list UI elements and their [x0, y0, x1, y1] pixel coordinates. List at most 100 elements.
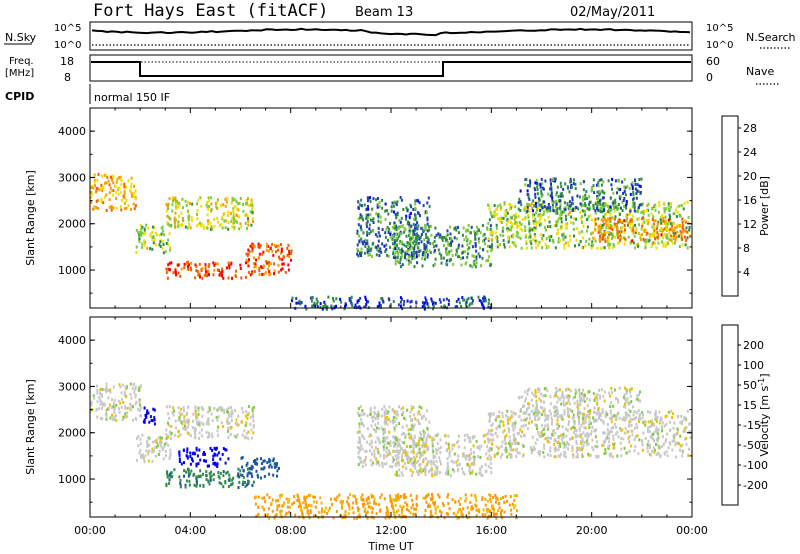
- echo-cell-6: [401, 263, 404, 267]
- echo-cell-8: [623, 231, 626, 235]
- echo-cell-5: [384, 217, 387, 221]
- echo-cell-9: [600, 183, 603, 187]
- echo-cell-6: [466, 237, 469, 241]
- echo-cell-2: [168, 197, 171, 201]
- echo-cell-5: [417, 224, 420, 228]
- echo-cell-9: [537, 430, 540, 434]
- echo-cell-10: [622, 416, 625, 420]
- echo-cell-5: [395, 226, 398, 230]
- echo-cell-5: [395, 228, 398, 232]
- echo-cell-10: [518, 395, 521, 399]
- echo-cell-7: [532, 238, 535, 242]
- echo-cell-7: [383, 405, 386, 409]
- echo-cell-8: [471, 471, 474, 475]
- echo-cell-9: [585, 433, 588, 437]
- echo-cell-8: [652, 219, 655, 223]
- echo-cell-9: [538, 203, 541, 207]
- echo-cell-10: [630, 387, 633, 391]
- echo-cell-9: [533, 447, 536, 451]
- echo-cell-9: [616, 430, 619, 434]
- echo-cell-6: [468, 246, 471, 250]
- echo-cell-4: [228, 473, 231, 477]
- echo-cell-7: [669, 222, 672, 225]
- echo-cell-0: [93, 180, 96, 184]
- echo-cell-9: [550, 416, 553, 420]
- echo-cell-3: [194, 431, 197, 435]
- echo-cell-2: [210, 207, 213, 211]
- echo-cell-7: [581, 215, 584, 219]
- echo-cell-3: [198, 436, 200, 440]
- echo-cell-8: [420, 433, 423, 437]
- echo-cell-2: [251, 210, 254, 214]
- echo-cell-8: [468, 466, 471, 470]
- echo-cell-7: [425, 437, 428, 441]
- echo-cell-7: [662, 242, 665, 246]
- echo-cell-3: [180, 407, 182, 411]
- echo-cell-10: [305, 307, 308, 311]
- echo-cell-4: [241, 483, 244, 486]
- echo-cell-0: [124, 207, 126, 211]
- echo-cell-10: [637, 409, 640, 412]
- echo-cell-8: [604, 237, 607, 241]
- echo-cell-9: [628, 187, 631, 190]
- echo-cell-5: [405, 244, 408, 248]
- echo-cell-9: [549, 178, 552, 182]
- echo-cell-9: [582, 421, 585, 425]
- echo-cell-8: [476, 446, 479, 450]
- echo-cell-7: [374, 440, 377, 444]
- echo-cell-1: [139, 442, 142, 446]
- echo-cell-2: [167, 207, 169, 210]
- echo-cell-3: [190, 268, 193, 272]
- echo-cell-0: [104, 173, 107, 177]
- echo-cell-9: [608, 208, 611, 212]
- echo-cell-9: [610, 183, 613, 187]
- echo-cell-7: [519, 236, 522, 240]
- echo-cell-4: [273, 272, 275, 276]
- echo-cell-1: [143, 232, 146, 236]
- echo-cell-9: [512, 427, 515, 431]
- echo-cell-3: [183, 262, 186, 266]
- echo-cell-7: [567, 212, 570, 216]
- echo-cell-10: [542, 394, 545, 398]
- echo-cell-8: [431, 444, 434, 448]
- echo-cell-10: [319, 305, 322, 309]
- echo-cell-10: [582, 388, 584, 392]
- echo-cell-3: [197, 412, 200, 416]
- echo-cell-5: [365, 213, 368, 217]
- echo-cell-8: [654, 237, 657, 241]
- echo-cell-7: [664, 233, 667, 236]
- echo-cell-3: [174, 433, 177, 437]
- echo-cell-9: [556, 418, 559, 422]
- echo-cell-11: [399, 504, 402, 508]
- echo-cell-7: [418, 405, 421, 409]
- echo-cell-6: [446, 253, 448, 256]
- echo-cell-4: [268, 270, 271, 274]
- echo-cell-10: [563, 396, 566, 400]
- echo-cell-8: [412, 451, 415, 455]
- echo-cell-7: [656, 225, 659, 229]
- echo-cell-9: [587, 434, 590, 438]
- echo-cell-10: [524, 399, 527, 403]
- echo-cell-8: [684, 229, 686, 233]
- echo-cell-7: [516, 222, 518, 226]
- echo-cell-3: [205, 270, 207, 274]
- echo-cell-10: [402, 303, 405, 307]
- echo-cell-4: [290, 258, 292, 262]
- echo-cell-7: [587, 215, 590, 219]
- echo-cell-5: [418, 237, 421, 241]
- echo-cell-10: [607, 391, 610, 395]
- echo-cell-0: [129, 402, 132, 406]
- echo-cell-3: [242, 410, 245, 414]
- echo-cell-9: [601, 444, 604, 447]
- echo-cell-9: [544, 437, 547, 441]
- echo-cell-8: [422, 438, 425, 442]
- echo-cell-9: [576, 448, 579, 452]
- echo-cell-4: [258, 269, 261, 273]
- echo-cell-9: [566, 428, 569, 432]
- echo-cell-5: [401, 240, 404, 244]
- echo-cell-0: [107, 389, 110, 393]
- echo-cell-7: [419, 412, 422, 416]
- echo-cell-11: [363, 503, 366, 506]
- echo-cell-10: [618, 386, 621, 390]
- echo-cell-1: [140, 233, 143, 237]
